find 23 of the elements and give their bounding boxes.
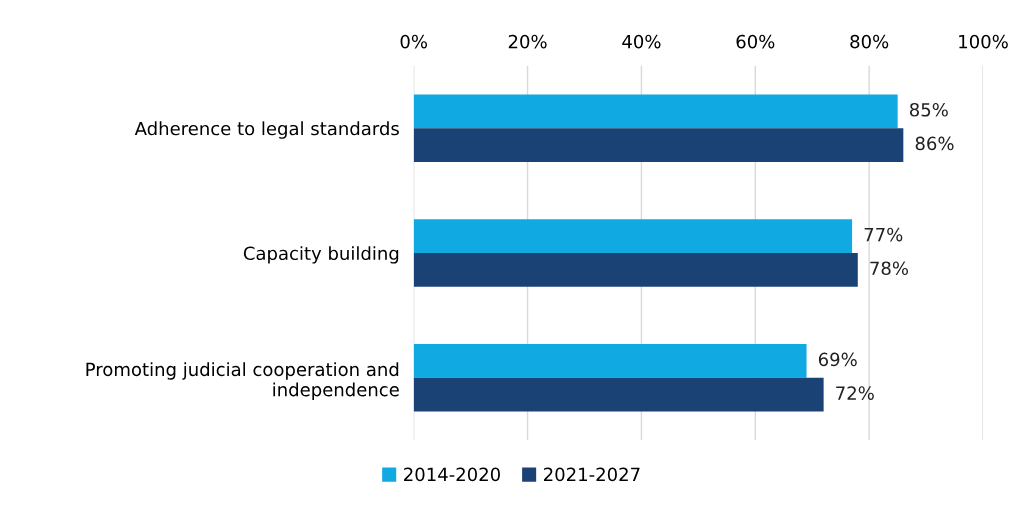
x-tick-label: 20% [508,34,547,49]
legend-label: 2014-2020 [404,467,500,482]
x-tick-label: 60% [736,34,775,49]
bar [413,253,858,287]
y-tick-label: Adherence to legal standards [134,121,399,139]
x-tick-label: 100% [959,34,1008,49]
bar [413,128,904,162]
bar [413,219,853,253]
legend-label: 2021-2027 [544,467,640,482]
data-label: 77% [864,227,903,242]
data-label: 78% [870,261,909,276]
data-label: 72% [836,386,874,400]
bar [413,344,807,378]
data-label: 86% [915,136,954,151]
bar [413,377,824,412]
y-tick-label: Promoting judicial cooperation and independence [86,362,399,400]
data-label: 85% [909,102,948,117]
x-tick-label: 0% [400,34,428,49]
bar [413,94,898,129]
y-tick-label: Capacity building [243,246,399,264]
x-tick-label: 40% [622,34,661,49]
data-label: 69% [818,352,857,367]
x-tick-label: 80% [850,34,889,49]
